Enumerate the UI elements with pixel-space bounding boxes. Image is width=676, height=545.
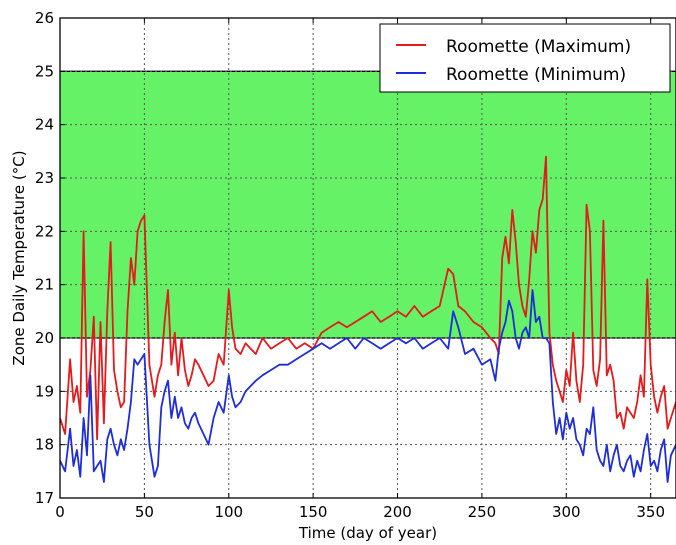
plot-frame xyxy=(59,17,676,499)
y-tick-label: 24 xyxy=(35,116,54,134)
y-tick-label: 18 xyxy=(35,436,54,454)
x-tick-label: 0 xyxy=(55,503,65,521)
legend-label-minimum: Roomette (Minimum) xyxy=(446,65,626,85)
grid-lines xyxy=(60,18,676,498)
y-tick-label: 26 xyxy=(35,9,54,27)
series-line-minimum xyxy=(60,289,676,483)
x-tick-label: 200 xyxy=(383,503,412,521)
legend: Roomette (Maximum) Roomette (Minimum) xyxy=(379,23,671,93)
series-line-maximum xyxy=(60,155,676,441)
y-tick-label: 17 xyxy=(35,489,54,507)
y-tick-label: 21 xyxy=(35,276,54,294)
x-tick-label: 250 xyxy=(468,503,497,521)
x-tick-label: 150 xyxy=(299,503,328,521)
x-tick-label: 300 xyxy=(552,503,581,521)
legend-box xyxy=(379,23,671,93)
x-tick-label: 50 xyxy=(135,503,154,521)
legend-label-maximum: Roomette (Maximum) xyxy=(446,37,631,57)
y-tick-label: 20 xyxy=(35,329,54,347)
x-axis-ticks: 0 50 100 150 200 250 300 350 xyxy=(55,18,665,521)
y-axis-ticks: 17 18 19 20 21 22 23 24 25 26 xyxy=(35,9,65,507)
y-tick-label: 23 xyxy=(35,169,54,187)
y-tick-label: 25 xyxy=(35,62,54,80)
y-tick-label: 22 xyxy=(35,222,54,240)
comfort-band xyxy=(60,71,676,338)
series-layer xyxy=(60,155,676,483)
y-tick-label: 19 xyxy=(35,382,54,400)
x-tick-label: 100 xyxy=(214,503,243,521)
x-axis-label: Time (day of year) xyxy=(298,524,437,542)
y-axis-label: Zone Daily Temperature (°C) xyxy=(10,150,28,365)
x-tick-label: 350 xyxy=(636,503,665,521)
